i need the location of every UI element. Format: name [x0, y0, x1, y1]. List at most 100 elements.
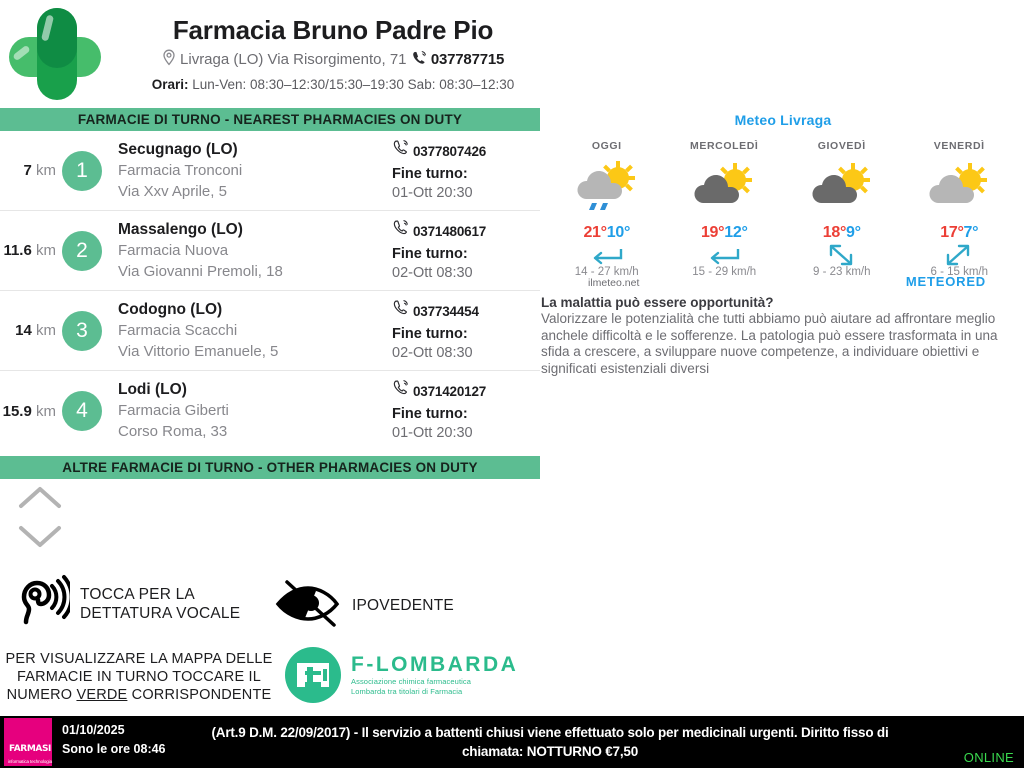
f-lombarda-sub-1: Associazione chimica farmaceutica [351, 677, 472, 686]
weather-min: 7° [963, 224, 979, 241]
phone-cell[interactable]: 0377807426 [392, 139, 540, 160]
distance-unit: km [36, 402, 56, 420]
weather-min: 10° [606, 224, 631, 241]
phone-icon [392, 379, 409, 400]
phone-number: 0377807426 [413, 143, 487, 159]
page-title: Farmacia Bruno Padre Pio [172, 15, 494, 45]
distance-cell: 7 km [0, 162, 58, 179]
shift-end-label: Fine turno: [392, 325, 468, 342]
weather-wind-speed: 9 - 23 km/h [812, 266, 871, 278]
shift-end-value: 01-Ott 20:30 [392, 425, 473, 441]
f-lombarda-name: F-LOMBARDA [351, 653, 519, 676]
weather-day-name: GIOVEDÌ [817, 140, 866, 152]
rank-badge[interactable]: 3 [62, 310, 102, 351]
map-hint-post: CORRISPONDENTE [127, 687, 272, 703]
pharmacy-name: Farmacia Giberti [118, 402, 229, 419]
list-scroll-controls [16, 483, 66, 555]
article-body: Valorizzare le potenzialità che tutti ab… [541, 311, 998, 376]
pharmacy-city: Codogno (LO) [118, 300, 223, 318]
phone-icon [392, 299, 409, 320]
pharmacy-hours: Orari: Lun-Ven: 08:30–12:30/15:30–19:30 … [110, 76, 556, 94]
f-lombarda-branding: F-LOMBARDA Associazione chimica farmaceu… [283, 645, 518, 705]
section-header-other: ALTRE FARMACIE DI TURNO - OTHER PHARMACI… [0, 456, 540, 479]
distance-cell: 14 km [0, 322, 58, 339]
hours-label: Orari: [151, 77, 189, 92]
weather-day: GIOVEDÌ [783, 140, 901, 278]
farmasi-brand: FARMASI [9, 744, 51, 754]
map-hint-line-3: NUMERO VERDE CORRISPONDENTE [4, 686, 274, 704]
distance-unit: km [36, 242, 56, 259]
pharmacy-street: Corso Roma, 33 [118, 423, 228, 440]
low-vision-label: IPOVEDENTE [352, 596, 454, 614]
weather-max: 18° [822, 224, 847, 241]
phone-number: 0371480617 [413, 223, 487, 239]
phone-cell[interactable]: 0371420127 [392, 379, 540, 400]
phone-cell[interactable]: 0371480617 [392, 219, 540, 240]
farmasi-logo: FARMASI informatica technologia [4, 718, 52, 766]
table-row[interactable]: 15.9 km 4 Lodi (LO) Farmacia Giberti Cor… [0, 371, 540, 451]
wind-arrow-west-icon [548, 244, 666, 266]
wind-arrow-west-icon [666, 244, 784, 266]
table-row[interactable]: 14 km 3 Codogno (LO) Farmacia Scacchi Vi… [0, 291, 540, 371]
sun-cloud-icon [783, 160, 901, 218]
pharmacy-phone[interactable]: 037787715 [430, 51, 505, 68]
voice-dictation-label: TOCCA PER LA DETTATURA VOCALE [80, 585, 240, 623]
weather-wind-speed: 6 - 15 km/h [930, 266, 989, 278]
weather-credit-meteored: METEORED [905, 274, 986, 289]
ear-sound-icon [12, 572, 74, 635]
pharmacy-street: Via Xxv Aprile, 5 [118, 182, 227, 200]
distance-value: 7 [23, 162, 32, 179]
pharmacy-name: Farmacia Nuova [118, 241, 229, 259]
article-title: La malattia può essere opportunità? [541, 295, 774, 310]
shift-end-value: 01-Ott 20:30 [392, 184, 473, 201]
eye-slash-icon [272, 578, 346, 633]
voice-dictation-button[interactable]: TOCCA PER LA DETTATURA VOCALE [12, 572, 240, 635]
chevron-up-icon[interactable] [16, 483, 66, 516]
phone-icon [392, 139, 409, 160]
weather-max: 21° [583, 224, 607, 241]
distance-value: 15.9 [2, 402, 32, 420]
sun-cloud-icon [666, 160, 784, 218]
legal-notice: (Art.9 D.M. 22/09/2017) - Il servizio a … [211, 725, 889, 759]
weather-wind-speed: 14 - 27 km/h [574, 266, 639, 278]
phone-icon [392, 219, 409, 240]
phone-cell[interactable]: 037734454 [392, 299, 540, 320]
phone-icon [411, 50, 427, 72]
hours-value: Lun-Ven: 08:30–12:30/15:30–19:30 Sab: 08… [192, 77, 515, 92]
pharmacy-city: Secugnago (LO) [118, 140, 238, 158]
table-row[interactable]: 11.6 km 2 Massalengo (LO) Farmacia Nuova… [0, 211, 540, 291]
rank-badge[interactable]: 4 [62, 391, 102, 431]
wind-arrow-northwest-icon [783, 244, 901, 266]
current-time: Sono le ore 08:46 [62, 742, 166, 756]
shift-end-value: 02-Ott 08:30 [392, 264, 473, 281]
f-lombarda-sub-2: Lombarda tra titolari di Farmacia [351, 687, 463, 696]
pharmacy-address-line: Livraga (LO) Via Risorgimento, 71 037787… [110, 49, 556, 72]
green-cross-logo [4, 6, 104, 102]
shift-end-value: 02-Ott 08:30 [392, 344, 473, 361]
map-hint-line-1: PER VISUALIZZARE LA MAPPA DELLE [5, 651, 273, 667]
rank-badge[interactable]: 1 [62, 150, 102, 191]
weather-day: MERCOLEDÌ [666, 140, 784, 278]
chevron-down-icon[interactable] [16, 516, 66, 555]
farmasi-tagline: informatica technologia [8, 759, 52, 764]
pharmacy-address: Livraga (LO) Via Risorgimento, 71 [180, 51, 407, 68]
location-pin-icon [162, 49, 176, 72]
voice-line-2: DETTATURA VOCALE [80, 604, 241, 622]
low-vision-button[interactable]: IPOVEDENTE [272, 578, 454, 633]
weather-day: VENERDÌ [901, 140, 1019, 278]
pharmacy-name: Farmacia Tronconi [118, 161, 243, 179]
weather-temps: 17°7° [901, 224, 1019, 242]
map-hint-line-2: FARMACIE IN TURNO TOCCARE IL [16, 669, 262, 685]
sun-cloud-rain-icon [548, 160, 666, 218]
health-article: La malattia può essere opportunità? Valo… [541, 294, 1011, 377]
distance-unit: km [36, 322, 56, 339]
rank-badge[interactable]: 2 [62, 230, 102, 271]
distance-value: 14 [15, 322, 32, 339]
pharmacy-street: Via Vittorio Emanuele, 5 [118, 342, 279, 360]
table-row[interactable]: 7 km 1 Secugnago (LO) Farmacia Tronconi … [0, 131, 540, 211]
shift-end-label: Fine turno: [392, 406, 468, 422]
phone-number: 037734454 [413, 303, 479, 319]
pharmacy-list: 7 km 1 Secugnago (LO) Farmacia Tronconi … [0, 131, 540, 451]
weather-widget: Meteo Livraga OGGI [548, 112, 1019, 289]
